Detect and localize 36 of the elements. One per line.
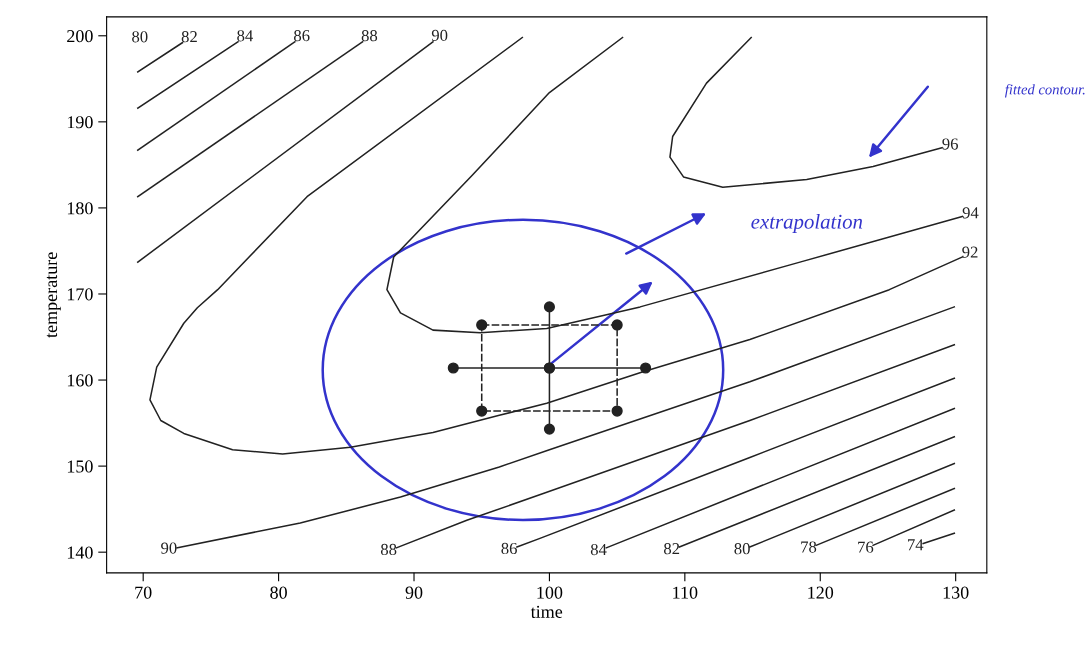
y-tick-label: 180 — [67, 202, 93, 215]
series-label: 76 — [858, 541, 874, 553]
x-axis-title: time — [530, 605, 563, 618]
y-tick-label: 200 — [67, 30, 93, 43]
series-label: 90 — [431, 29, 448, 41]
series-label: 88 — [380, 543, 397, 556]
series-label: 88 — [361, 30, 378, 42]
y-tick-label: 160 — [67, 374, 93, 387]
y-tick-label: 140 — [67, 546, 93, 559]
x-tick-label: 110 — [673, 586, 698, 599]
y-tick-label: 170 — [67, 288, 93, 301]
series-label: 90 — [161, 542, 177, 554]
x-tick-label: 120 — [808, 586, 834, 599]
y-tick-label: 150 — [67, 460, 93, 473]
series-label: 82 — [181, 31, 197, 43]
x-tick-label: 90 — [405, 586, 423, 599]
y-axis-title: temperature — [46, 252, 61, 338]
series-label: 82 — [663, 543, 680, 555]
x-tick-label: 80 — [270, 586, 287, 599]
text: fitted contour. — [1004, 84, 1085, 98]
y-tick-label: 190 — [67, 116, 93, 129]
series-label: 84 — [237, 30, 253, 42]
series-label: 80 — [734, 543, 750, 555]
series-label: 94 — [962, 207, 979, 219]
series-label: 86 — [294, 30, 310, 42]
annotation: 80 — [132, 31, 148, 43]
series-label: 96 — [942, 138, 958, 150]
series-label: 86 — [501, 542, 517, 555]
x-tick-label: 100 — [537, 586, 563, 599]
series-label: 92 — [962, 246, 978, 258]
x-tick-label: 70 — [135, 586, 152, 599]
x-tick-label: 130 — [943, 586, 969, 599]
series-label: 84 — [590, 543, 607, 556]
series-label: 74 — [908, 539, 924, 551]
series-label: 78 — [801, 541, 817, 553]
annotation: extrapolation — [751, 214, 863, 234]
